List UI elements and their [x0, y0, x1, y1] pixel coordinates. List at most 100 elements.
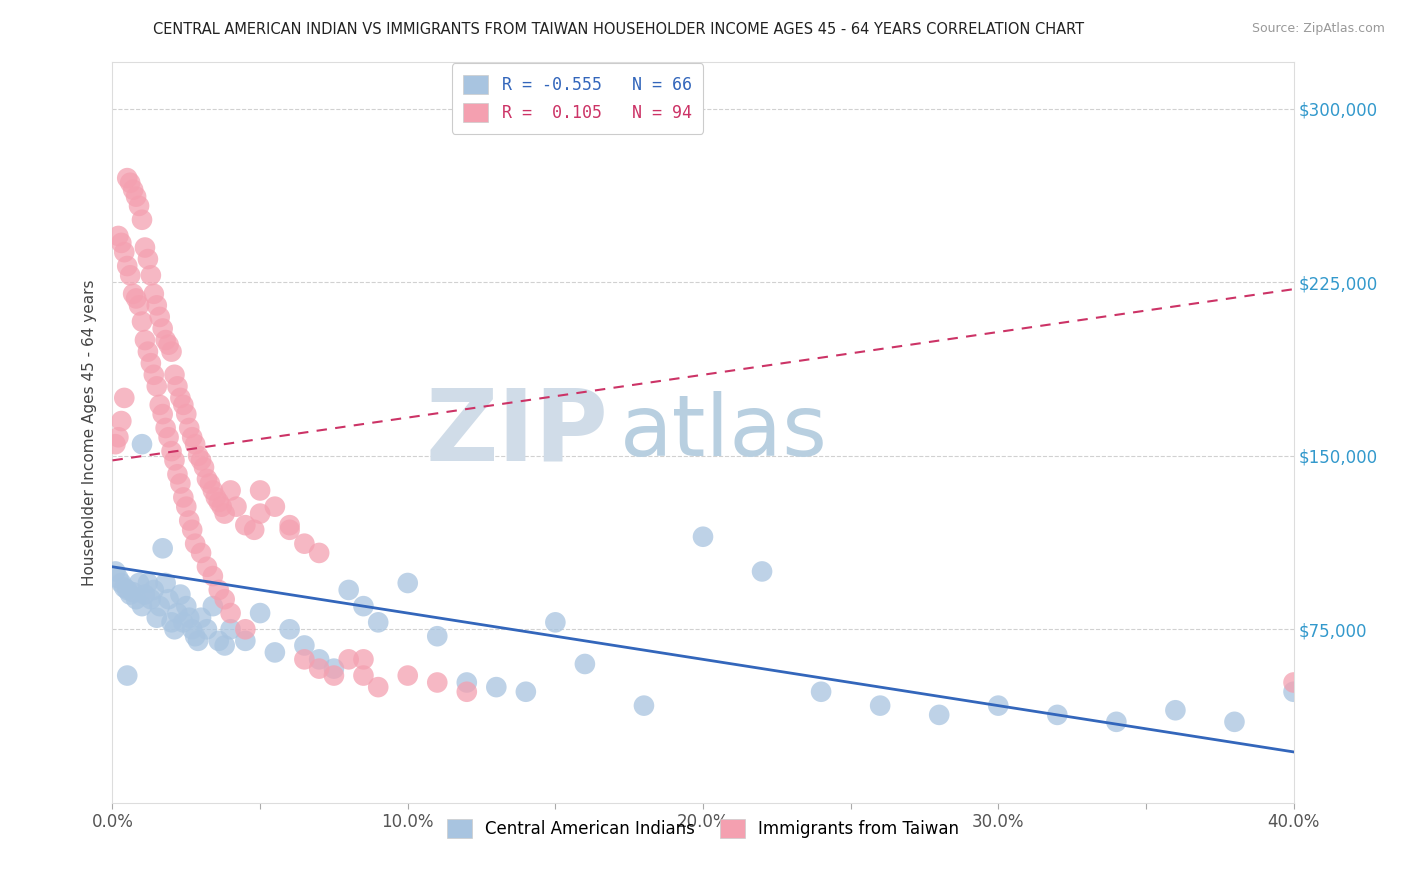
Point: [146, 610, 169, 624]
Point: [112, 581, 135, 595]
Point: [142, 368, 165, 382]
Point: [219, 622, 242, 636]
Point: [166, 379, 188, 393]
Point: [169, 391, 191, 405]
Point: [233, 633, 256, 648]
Point: [201, 599, 224, 614]
Point: [125, 592, 148, 607]
Point: [136, 344, 159, 359]
Point: [155, 576, 177, 591]
Point: [987, 698, 1010, 713]
Point: [152, 321, 174, 335]
Point: [157, 337, 180, 351]
Point: [396, 576, 419, 591]
Point: [146, 298, 169, 312]
Point: [149, 599, 172, 614]
Point: [157, 430, 180, 444]
Point: [184, 629, 207, 643]
Point: [117, 259, 138, 273]
Point: [219, 606, 242, 620]
Point: [308, 652, 330, 666]
Point: [146, 379, 169, 393]
Point: [120, 176, 142, 190]
Point: [278, 622, 301, 636]
Point: [117, 668, 138, 682]
Point: [149, 310, 172, 324]
Legend: Central American Indians, Immigrants from Taiwan: Central American Indians, Immigrants fro…: [439, 810, 967, 847]
Point: [201, 569, 224, 583]
Point: [142, 286, 165, 301]
Point: [134, 240, 156, 255]
Point: [110, 576, 132, 591]
Point: [179, 421, 201, 435]
Point: [219, 483, 242, 498]
Point: [195, 472, 218, 486]
Point: [249, 483, 271, 498]
Point: [308, 662, 330, 676]
Point: [193, 460, 215, 475]
Point: [187, 633, 209, 648]
Point: [352, 668, 374, 682]
Point: [122, 585, 145, 599]
Point: [1282, 685, 1305, 699]
Point: [120, 268, 142, 283]
Point: [142, 582, 165, 597]
Point: [869, 698, 891, 713]
Point: [174, 500, 197, 514]
Point: [117, 582, 138, 597]
Point: [179, 610, 201, 624]
Point: [139, 592, 162, 607]
Point: [152, 407, 174, 421]
Point: [122, 183, 145, 197]
Point: [337, 582, 360, 597]
Point: [104, 437, 127, 451]
Point: [104, 565, 127, 579]
Point: [751, 565, 773, 579]
Point: [152, 541, 174, 556]
Point: [810, 685, 832, 699]
Point: [117, 171, 138, 186]
Point: [208, 495, 231, 509]
Point: [184, 536, 207, 550]
Point: [1282, 675, 1305, 690]
Point: [1105, 714, 1128, 729]
Point: [139, 356, 162, 370]
Point: [160, 444, 183, 458]
Point: [278, 518, 301, 533]
Point: [112, 245, 135, 260]
Text: CENTRAL AMERICAN INDIAN VS IMMIGRANTS FROM TAIWAN HOUSEHOLDER INCOME AGES 45 - 6: CENTRAL AMERICAN INDIAN VS IMMIGRANTS FR…: [153, 22, 1084, 37]
Point: [633, 698, 655, 713]
Point: [292, 536, 315, 550]
Point: [195, 622, 218, 636]
Point: [128, 576, 150, 591]
Point: [160, 615, 183, 630]
Point: [110, 235, 132, 250]
Text: Source: ZipAtlas.com: Source: ZipAtlas.com: [1251, 22, 1385, 36]
Point: [456, 685, 478, 699]
Point: [367, 680, 389, 694]
Point: [225, 500, 247, 514]
Point: [323, 668, 346, 682]
Point: [396, 668, 419, 682]
Point: [308, 546, 330, 560]
Point: [1046, 707, 1069, 722]
Text: ZIP: ZIP: [426, 384, 609, 481]
Point: [155, 333, 177, 347]
Point: [174, 407, 197, 421]
Point: [131, 314, 153, 328]
Point: [169, 476, 191, 491]
Point: [456, 675, 478, 690]
Point: [544, 615, 567, 630]
Point: [264, 500, 287, 514]
Point: [163, 453, 186, 467]
Point: [107, 430, 129, 444]
Point: [190, 610, 212, 624]
Point: [174, 599, 197, 614]
Point: [181, 523, 204, 537]
Point: [205, 491, 228, 505]
Point: [136, 252, 159, 266]
Point: [163, 622, 186, 636]
Point: [179, 514, 201, 528]
Point: [131, 437, 153, 451]
Point: [181, 622, 204, 636]
